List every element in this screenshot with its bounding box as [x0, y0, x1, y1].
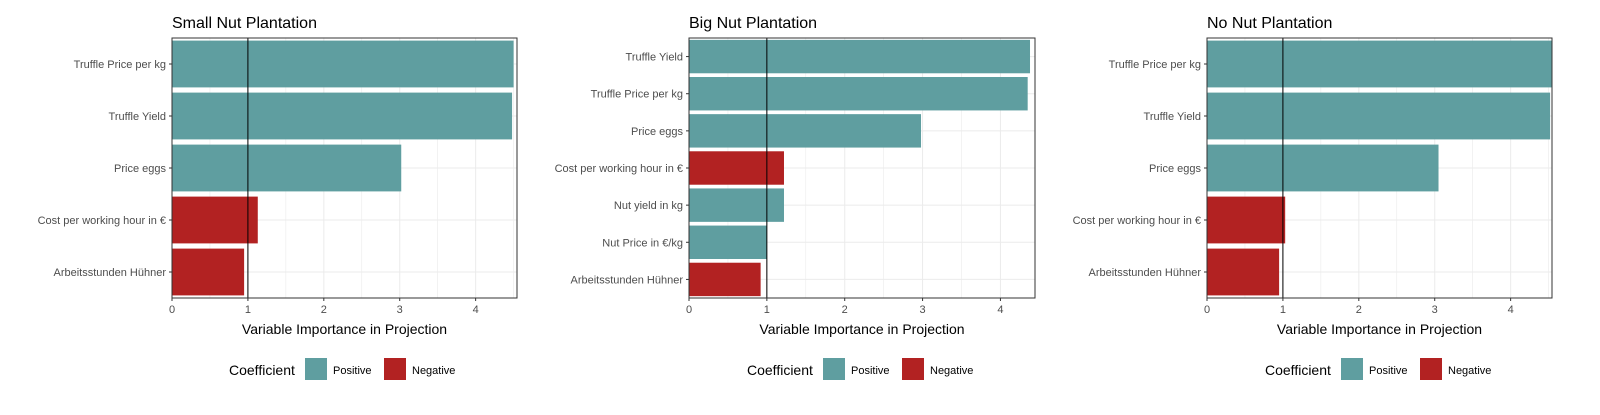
x-tick-label: 4 [473, 304, 479, 316]
x-tick-label: 4 [997, 304, 1003, 316]
legend-label-negative: Negative [930, 365, 973, 377]
x-tick-label: 2 [842, 304, 848, 316]
legend-swatch-positive [1341, 358, 1363, 380]
legend-label-positive: Positive [333, 365, 372, 377]
bar [1207, 248, 1280, 296]
chart-title: Small Nut Plantation [172, 15, 317, 32]
legend-swatch-negative [1420, 358, 1442, 380]
bar [172, 144, 402, 192]
x-tick-label: 0 [1204, 304, 1210, 316]
legend-title: Coefficient [1265, 362, 1331, 378]
y-tick-label: Truffle Yield [1144, 111, 1201, 123]
y-tick-label: Truffle Yield [109, 111, 166, 123]
x-tick-label: 3 [1432, 304, 1438, 316]
legend-label-negative: Negative [412, 365, 455, 377]
legend: Coefficient Positive Negative [229, 358, 455, 380]
legend-label-positive: Positive [851, 365, 890, 377]
chart-title: No Nut Plantation [1207, 15, 1332, 32]
bar [689, 262, 761, 297]
x-tick-label: 1 [245, 304, 251, 316]
legend-label-negative: Negative [1448, 365, 1491, 377]
panel-border [688, 37, 1036, 299]
legend-title: Coefficient [229, 362, 295, 378]
legend: Coefficient Positive Negative [747, 358, 973, 380]
x-tick-label: 2 [1356, 304, 1362, 316]
bar [172, 40, 514, 88]
bar [1207, 40, 1553, 88]
x-axis-label: Variable Importance in Projection [1277, 321, 1482, 337]
y-tick-label: Truffle Yield [626, 52, 683, 64]
y-tick-label: Arbeitsstunden Hühner [53, 267, 166, 279]
y-tick-label: Price eggs [631, 126, 683, 138]
bar [172, 248, 245, 296]
y-tick-label: Price eggs [114, 163, 166, 175]
panel-3: Truffle Price per kg Truffle Yield Price e… [1073, 15, 1553, 380]
x-axis-label: Variable Importance in Projection [242, 321, 447, 337]
bar [1207, 144, 1439, 192]
legend-swatch-positive [305, 358, 327, 380]
bar [689, 188, 784, 222]
bar [689, 77, 1028, 111]
y-tick-label: Truffle Price per kg [1109, 59, 1201, 71]
bar [1207, 92, 1551, 140]
y-tick-label: Truffle Price per kg [74, 59, 166, 71]
legend-swatch-negative [902, 358, 924, 380]
bar [1207, 196, 1286, 244]
y-tick-label: Nut yield in kg [614, 200, 683, 212]
y-tick-label: Cost per working hour in € [38, 215, 166, 227]
bar [689, 225, 767, 259]
panel-border [1206, 37, 1553, 299]
y-tick-label: Cost per working hour in € [555, 163, 683, 175]
y-tick-label: Arbeitsstunden Hühner [570, 274, 683, 286]
x-tick-label: 3 [397, 304, 403, 316]
y-tick-label: Nut Price in €/kg [602, 237, 683, 249]
legend-swatch-positive [823, 358, 845, 380]
x-tick-label: 1 [1280, 304, 1286, 316]
chart-title: Big Nut Plantation [689, 15, 817, 32]
panel-1: Truffle Price per kg Truffle Yield Price e… [38, 15, 518, 380]
y-tick-label: Truffle Price per kg [591, 89, 683, 101]
bar [689, 151, 784, 185]
panel-border [171, 37, 518, 299]
bar [172, 92, 513, 140]
x-tick-label: 1 [764, 304, 770, 316]
x-axis-label: Variable Importance in Projection [759, 321, 964, 337]
legend-title: Coefficient [747, 362, 813, 378]
y-tick-label: Price eggs [1149, 163, 1201, 175]
bar [689, 114, 922, 148]
x-tick-label: 4 [1508, 304, 1514, 316]
bar [172, 196, 258, 244]
bar [689, 39, 1031, 74]
y-tick-label: Cost per working hour in € [1073, 215, 1201, 227]
panel-2: Truffle Yield Truffle Price per kg Price e… [555, 15, 1036, 380]
x-tick-label: 0 [169, 304, 175, 316]
legend-swatch-negative [384, 358, 406, 380]
x-tick-label: 0 [686, 304, 692, 316]
legend: Coefficient Positive Negative [1265, 358, 1491, 380]
x-tick-label: 2 [321, 304, 327, 316]
legend-label-positive: Positive [1369, 365, 1408, 377]
y-tick-label: Arbeitsstunden Hühner [1088, 267, 1201, 279]
x-tick-label: 3 [920, 304, 926, 316]
